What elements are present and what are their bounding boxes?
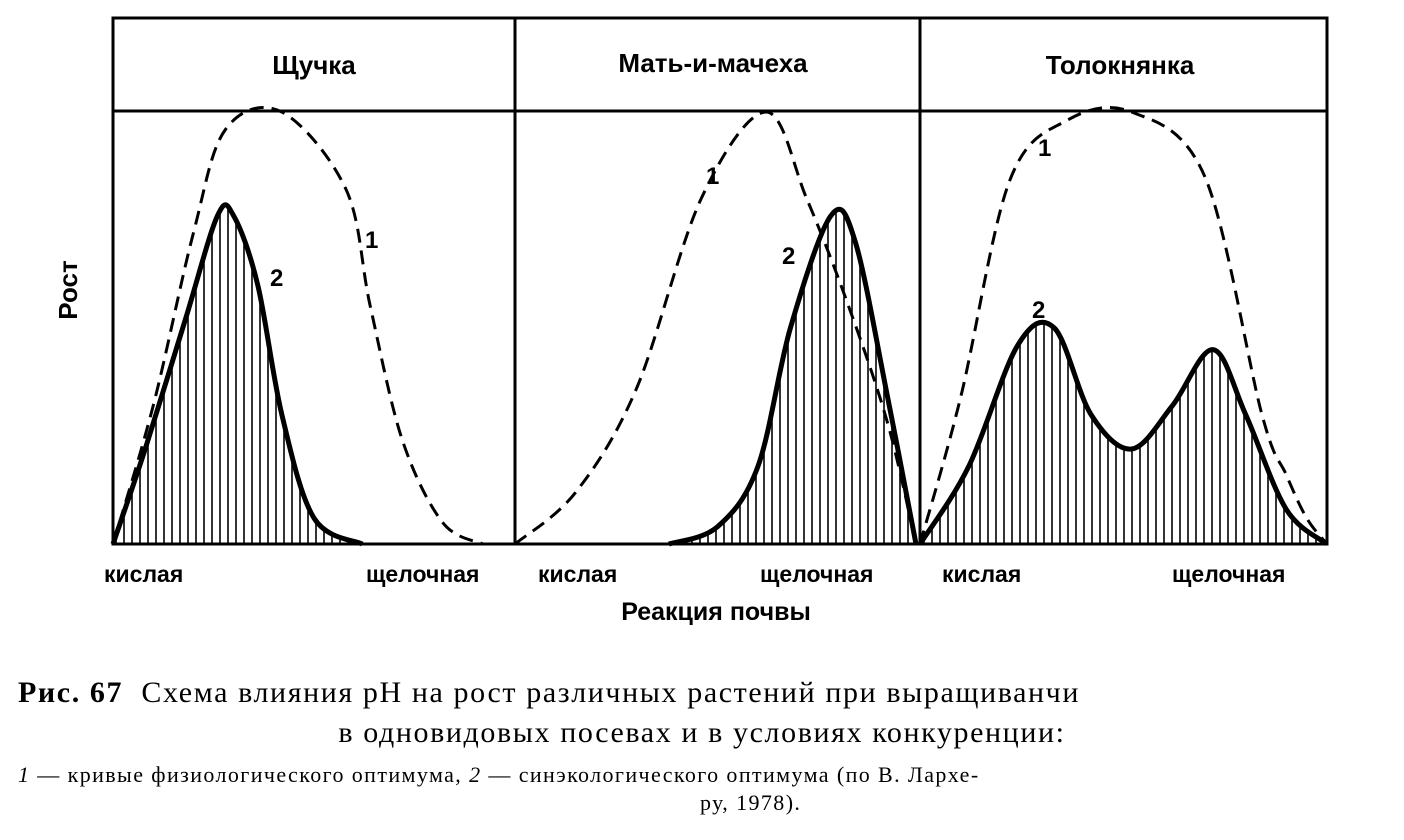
curve-1-panel-1 [111, 106, 484, 546]
curve-2-area-panel-1 [113, 204, 363, 545]
caption-line-3: 1 — кривые физиологического оптимума, 2 … [18, 762, 1388, 788]
curve-1-label-panel-2: 1 [706, 163, 719, 190]
legend-num-2: 2 [469, 762, 482, 787]
curve-2-area-panel-3 [920, 322, 1327, 544]
curve-2-panel-1 [110, 202, 364, 547]
curve-2-panel-2 [668, 206, 919, 547]
x-axis-label: Реакция почвы [621, 598, 811, 626]
x-right-label-panel-3: щелочная [1172, 561, 1285, 587]
x-left-label-panel-1: кислая [104, 561, 183, 587]
legend-text-1: — кривые физиологического оптимума, [30, 762, 470, 787]
curve-1-label-panel-1: 1 [365, 227, 378, 254]
curve-2-label-panel-1: 2 [270, 265, 283, 292]
panel-title-tolokniyanka: Толокнянка [1046, 50, 1195, 80]
x-right-label-panel-1: щелочная [366, 561, 479, 587]
x-right-label-panel-2: щелочная [760, 561, 873, 587]
chart-figure: Щучка Мать-и-мачеха Толокнянка 1 2 1 2 1… [53, 16, 1329, 626]
legend-num-1: 1 [18, 762, 31, 787]
panel-title-mat-i-macheha: Мать-и-мачеха [618, 48, 808, 78]
caption-title-2: в одновидовых посевах и в условиях конку… [338, 716, 1066, 749]
curve-2-panel-3 [917, 319, 1329, 547]
curve-2-label-panel-2: 2 [782, 243, 795, 270]
caption-line-4: ру, 1978). [700, 790, 801, 816]
x-left-label-panel-2: кислая [538, 561, 617, 587]
legend-text-2: — синэкологического оптимума (по В. Ларх… [481, 762, 980, 787]
curve-2-area-panel-2 [668, 209, 916, 544]
figure-number: Рис. 67 [18, 676, 124, 709]
curve-2-label-panel-3: 2 [1032, 297, 1045, 324]
caption-line-1: Рис. 67 Схема влияния рН на рост различн… [18, 676, 1378, 710]
y-axis-label: Рост [53, 260, 83, 320]
caption-source: ру, 1978). [700, 790, 802, 815]
curve-1-panel-3 [918, 105, 1329, 545]
figure-caption: Рис. 67 Схема влияния рН на рост различн… [0, 676, 1404, 840]
curve-1-label-panel-3: 1 [1038, 135, 1051, 162]
caption-title-1: Схема влияния рН на рост различных расте… [141, 676, 1081, 709]
x-left-label-panel-3: кислая [942, 561, 1021, 587]
panel-title-shchuchka: Щучка [272, 50, 356, 80]
caption-line-2: в одновидовых посевах и в условиях конку… [0, 716, 1404, 750]
chart-marks [110, 105, 1329, 547]
